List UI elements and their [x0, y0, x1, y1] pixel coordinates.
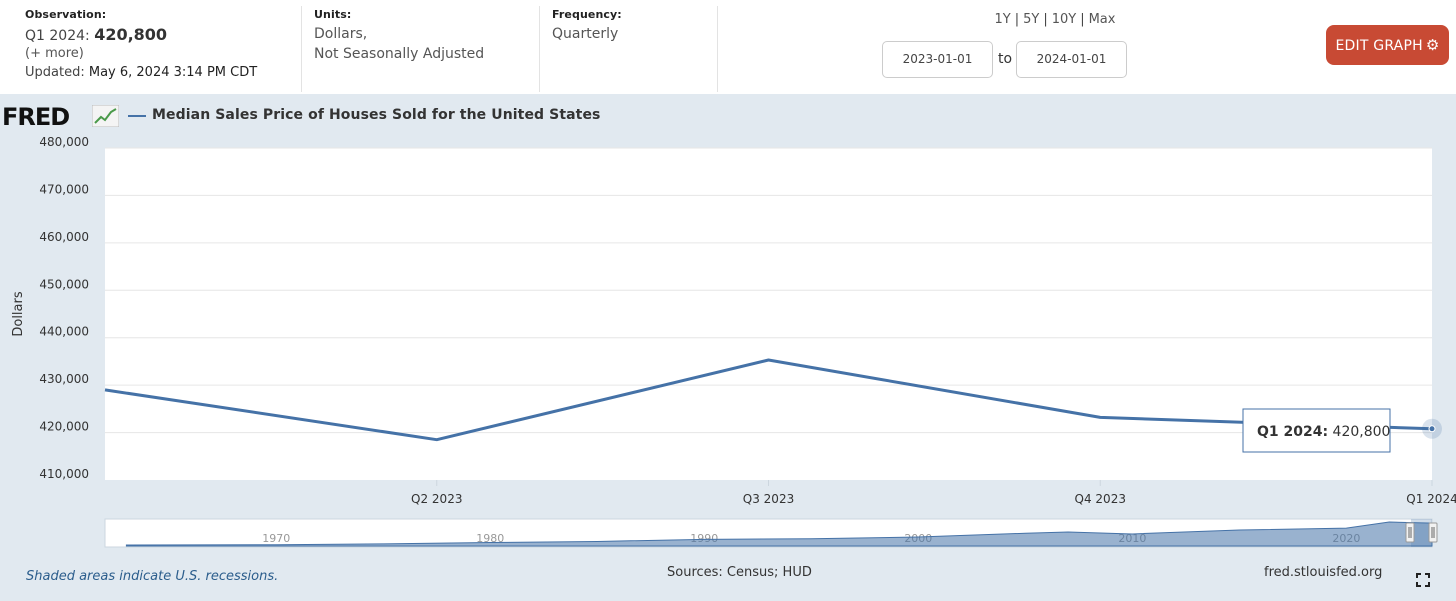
updated-prefix: Updated: — [25, 65, 85, 80]
edit-graph-label: EDIT GRAPH — [1335, 38, 1423, 54]
range-separator: | — [1043, 12, 1048, 27]
tooltip-value: 420,800 — [1333, 424, 1391, 440]
gear-icon: ⚙ — [1425, 36, 1440, 54]
chart-title: Median Sales Price of Houses Sold for th… — [152, 107, 601, 123]
y-tick-label: 420,000 — [39, 420, 89, 434]
observation-more-link[interactable]: (+ more) — [25, 46, 84, 61]
series-group — [103, 358, 1442, 442]
range-5y[interactable]: 5Y — [1023, 12, 1040, 27]
observation-line: Q1 2024: 420,800 — [25, 25, 295, 44]
y-axis-ticks: 410,000 420,000 430,000 440,000 450,000 460,0… — [39, 135, 89, 481]
range-1y[interactable]: 1Y — [994, 12, 1011, 27]
navigator-series — [125, 521, 1433, 547]
x-tick-label: Q1 2024 — [1406, 492, 1456, 506]
frequency-label: Frequency: — [552, 8, 622, 21]
gridlines — [105, 147, 1432, 434]
tooltip-box — [1242, 408, 1391, 453]
range-selector: 1Y | 5Y | 10Y | Max — [870, 12, 1240, 27]
navigator-handle-right[interactable] — [1428, 522, 1438, 543]
start-date-input[interactable]: 2023-01-01 — [882, 41, 993, 78]
data-point[interactable] — [435, 438, 439, 442]
x-tick-label: Q3 2023 — [743, 492, 794, 506]
header-divider — [539, 6, 540, 92]
x-tick-label: Q2 2023 — [411, 492, 462, 506]
series-line[interactable] — [104, 358, 1433, 442]
navigator-area — [125, 521, 1433, 547]
data-point[interactable] — [103, 388, 107, 392]
y-tick-label: 480,000 — [39, 135, 89, 149]
tooltip-label: Q1 2024: — [1257, 424, 1328, 440]
header-bar: Observation: Q1 2024: 420,800 (+ more) U… — [0, 0, 1456, 94]
y-tick-label: 440,000 — [39, 325, 89, 339]
observation-block: Observation: Q1 2024: 420,800 (+ more) U… — [25, 8, 295, 102]
navigator-window[interactable] — [1405, 519, 1438, 547]
data-point[interactable] — [1098, 415, 1102, 419]
recession-note: Shaded areas indicate U.S. recessions. — [26, 569, 279, 584]
y-tick-label: 410,000 — [39, 467, 89, 481]
observation-value: 420,800 — [94, 25, 168, 44]
y-axis-label: Dollars — [11, 291, 26, 336]
y-tick-label: 450,000 — [39, 277, 89, 291]
hover-point[interactable] — [1428, 425, 1436, 433]
x-tick-label: Q4 2023 — [1075, 492, 1126, 506]
y-tick-label: 460,000 — [39, 230, 89, 244]
fullscreen-icon[interactable] — [1416, 573, 1430, 587]
navigator-year-label: 1970 — [262, 532, 290, 545]
range-separator: | — [1080, 12, 1085, 27]
fred-logo[interactable]: FRED — [2, 103, 70, 131]
range-max[interactable]: Max — [1088, 12, 1116, 27]
units-line-1: Dollars, — [314, 26, 368, 42]
x-axis-ticks: Q2 2023 Q3 2023 Q4 2023 Q1 2024 — [411, 480, 1456, 506]
navigator-year-label: 1980 — [476, 532, 504, 545]
observation-period: Q1 2024: — [25, 28, 90, 44]
date-to-label: to — [998, 51, 1013, 67]
fred-chart-icon — [92, 105, 119, 127]
units-label: Units: — [314, 8, 352, 21]
frequency-value: Quarterly — [552, 26, 619, 42]
header-divider — [717, 6, 718, 92]
edit-graph-button[interactable]: EDIT GRAPH ⚙ — [1326, 25, 1449, 65]
navigator-selection[interactable] — [1411, 519, 1432, 547]
units-value: Dollars, Not Seasonally Adjusted — [314, 24, 534, 64]
plot-area — [105, 148, 1432, 480]
range-separator: | — [1014, 12, 1020, 27]
range-10y[interactable]: 10Y — [1051, 12, 1077, 27]
units-block: Units: Dollars, Not Seasonally Adjusted — [314, 8, 534, 102]
y-tick-label: 430,000 — [39, 372, 89, 386]
observation-label: Observation: — [25, 8, 107, 21]
navigator-handle-left[interactable] — [1405, 522, 1415, 543]
frequency-block: Frequency: Quarterly — [552, 8, 712, 102]
y-tick-label: 470,000 — [39, 182, 89, 196]
updated-value: May 6, 2024 3:14 PM CDT — [88, 65, 258, 80]
data-point[interactable] — [767, 358, 771, 362]
updated-line: Updated: May 6, 2024 3:14 PM CDT — [25, 65, 295, 80]
tooltip: Q1 2024: 420,800 — [1242, 408, 1391, 453]
units-line-2: Not Seasonally Adjusted — [314, 46, 485, 62]
end-date-input[interactable]: 2024-01-01 — [1016, 41, 1127, 78]
tooltip-text: Q1 2024: 420,800 — [1257, 424, 1390, 440]
site-url[interactable]: fred.stlouisfed.org — [1264, 565, 1383, 580]
header-divider — [301, 6, 302, 92]
sources-text: Sources: Census; HUD — [667, 565, 812, 580]
legend-series-swatch — [128, 115, 146, 117]
